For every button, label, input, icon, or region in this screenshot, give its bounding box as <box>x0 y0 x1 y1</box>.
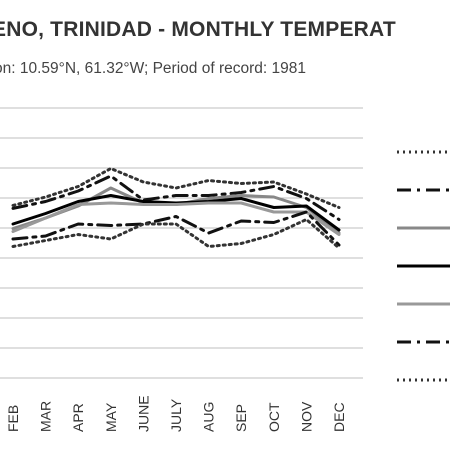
x-axis-tick-labels: FEB MAR APR MAY JUNE JULY AUG SEP OCT NOV DEC <box>5 395 347 432</box>
x-tick-label: JULY <box>168 398 184 432</box>
series-line-5 <box>11 201 341 236</box>
series-line-6 <box>11 210 341 247</box>
x-tick-label: MAY <box>103 402 119 432</box>
x-tick-label: JUNE <box>135 395 151 432</box>
series-lines <box>11 167 341 250</box>
series-line-1 <box>11 167 341 209</box>
x-tick-label: NOV <box>298 401 314 432</box>
gridlines <box>0 107 363 379</box>
x-tick-label: DEC <box>331 402 347 432</box>
x-tick-label: AUG <box>201 402 217 432</box>
x-tick-label: FEB <box>5 405 21 432</box>
chart-subtitle: on: 10.59°N, 61.32°W; Period of record: … <box>0 60 306 77</box>
chart-title: ENO, TRINIDAD - MONTHLY TEMPERAT <box>0 18 396 41</box>
x-tick-label: SEP <box>233 404 249 432</box>
series-line-7 <box>11 218 341 250</box>
x-tick-label: APR <box>70 403 86 432</box>
x-tick-label: OCT <box>266 402 282 432</box>
series-line-2 <box>11 174 341 221</box>
legend <box>397 150 450 382</box>
x-tick-label: MAR <box>38 401 54 432</box>
